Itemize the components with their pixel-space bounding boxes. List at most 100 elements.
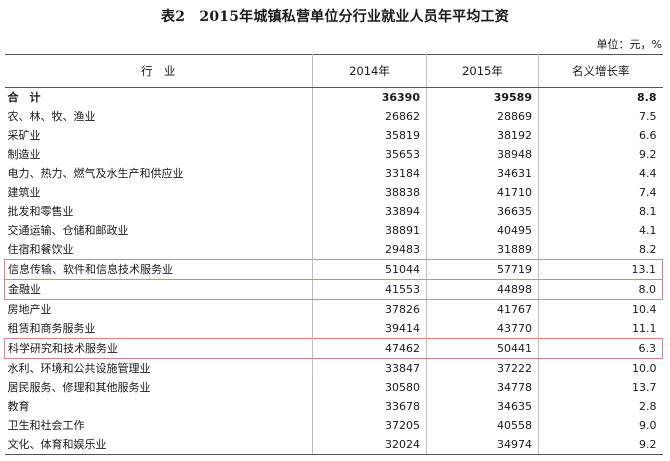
header-industry: 行 业	[4, 54, 313, 88]
row-industry: 科学研究和技术服务业	[4, 338, 313, 359]
row-2014: 33184	[312, 164, 427, 183]
row-growth: 8.0	[538, 279, 663, 300]
row-2014: 26862	[312, 107, 427, 126]
row-2015: 57719	[426, 259, 539, 280]
row-growth: 4.1	[639, 224, 657, 237]
row-2015: 34631	[426, 164, 539, 183]
row-2014: 39414	[312, 319, 427, 339]
row-industry: 教育	[4, 397, 313, 416]
row-growth: 8.2	[639, 243, 657, 256]
row-growth: 10.0	[632, 362, 657, 375]
table-row-highlighted: 金融业 41553 44898 8.0	[4, 279, 663, 300]
header-2015: 2015年	[426, 54, 539, 88]
row-industry: 文化、体育和娱乐业	[4, 435, 313, 455]
row-2014: 32024	[312, 435, 427, 455]
table-row: 农、林、牧、渔业 26862 28869 7.5	[4, 107, 663, 126]
row-growth: 13.1	[538, 259, 663, 280]
row-2015: 43770	[426, 319, 539, 339]
header-2014: 2014年	[312, 54, 427, 88]
table-row: 交通运输、仓储和邮政业 38891 40495 4.1	[4, 221, 663, 240]
table-row: 居民服务、修理和其他服务业 30580 34778 13.7	[4, 378, 663, 397]
row-2014: 41553	[312, 279, 427, 300]
row-2015: 41710	[426, 183, 539, 202]
row-growth: 11.1	[632, 322, 657, 335]
table-row: 教育 33678 34635 2.8	[4, 397, 663, 416]
row-2014: 35819	[312, 126, 427, 145]
row-industry: 信息传输、软件和信息技术服务业	[4, 259, 313, 280]
row-growth: 7.5	[639, 110, 657, 123]
row-growth: 13.7	[632, 381, 657, 394]
table-row: 水利、环境和公共设施管理业 33847 37222 10.0	[4, 358, 663, 378]
table-title: 表2 2015年城镇私营单位分行业就业人员年平均工资	[161, 9, 509, 25]
row-industry: 交通运输、仓储和邮政业	[4, 221, 313, 240]
row-industry: 制造业	[4, 145, 313, 164]
row-growth: 9.2	[639, 148, 657, 161]
row-industry: 采矿业	[4, 126, 313, 145]
row-growth: 9.0	[639, 419, 657, 432]
table-row: 文化、体育和娱乐业 32024 34974 9.2	[4, 435, 663, 455]
row-growth: 8.8	[637, 91, 657, 104]
row-2014: 38838	[312, 183, 427, 202]
row-2015: 50441	[426, 338, 539, 359]
row-2015: 34635	[426, 397, 539, 416]
row-growth: 9.2	[538, 435, 663, 455]
table-row: 租赁和商务服务业 39414 43770 11.1	[4, 319, 663, 339]
row-2015: 41767	[426, 299, 539, 319]
row-industry: 电力、热力、燃气及水生产和供应业	[4, 164, 313, 183]
row-2015: 37222	[426, 358, 539, 378]
row-2015: 39589	[426, 87, 539, 107]
row-growth: 10.4	[632, 303, 657, 316]
row-growth: 6.6	[639, 129, 657, 142]
table-row: 制造业 35653 38948 9.2	[4, 145, 663, 164]
header-row: 行 业 2014年 2015年 名义增长率	[4, 54, 663, 88]
row-2014: 30580	[312, 378, 427, 397]
row-industry: 水利、环境和公共设施管理业	[4, 358, 313, 378]
wage-table: 行 业 2014年 2015年 名义增长率 合 计 36390 39589 8.…	[4, 54, 663, 455]
row-2015: 28869	[426, 107, 539, 126]
table-row: 卫生和社会工作 37205 40558 9.0	[4, 416, 663, 435]
table-row-highlighted: 科学研究和技术服务业 47462 50441 6.3	[4, 338, 663, 359]
row-2015: 40495	[426, 221, 539, 240]
table-row: 采矿业 35819 38192 6.6	[4, 126, 663, 145]
row-growth: 2.8	[639, 400, 657, 413]
unit-note: 单位：元，%	[596, 38, 662, 51]
row-industry: 农、林、牧、渔业	[4, 107, 313, 126]
row-industry: 居民服务、修理和其他服务业	[4, 378, 313, 397]
table-row: 合 计 36390 39589 8.8	[4, 87, 663, 107]
row-2015: 34778	[426, 378, 539, 397]
row-2014: 33678	[312, 397, 427, 416]
table-row: 批发和零售业 33894 36635 8.1	[4, 202, 663, 221]
row-growth: 7.4	[639, 186, 657, 199]
table-row: 住宿和餐饮业 29483 31889 8.2	[4, 240, 663, 260]
row-2015: 36635	[426, 202, 539, 221]
row-industry: 卫生和社会工作	[4, 416, 313, 435]
row-industry: 批发和零售业	[4, 202, 313, 221]
row-2014: 37826	[312, 299, 427, 319]
row-2015: 34974	[426, 435, 539, 455]
table-row-highlighted: 信息传输、软件和信息技术服务业 51044 57719 13.1	[4, 259, 663, 280]
row-2015: 38192	[426, 126, 539, 145]
row-industry: 房地产业	[4, 299, 313, 319]
row-2015: 40558	[426, 416, 539, 435]
row-industry: 租赁和商务服务业	[4, 319, 313, 339]
row-2014: 37205	[312, 416, 427, 435]
table-row: 建筑业 38838 41710 7.4	[4, 183, 663, 202]
row-industry: 建筑业	[4, 183, 313, 202]
row-2014: 51044	[312, 259, 427, 280]
row-growth: 6.3	[538, 338, 663, 359]
table-row: 电力、热力、燃气及水生产和供应业 33184 34631 4.4	[4, 164, 663, 183]
row-2014: 38891	[312, 221, 427, 240]
row-industry: 合 计	[4, 87, 313, 107]
row-2014: 35653	[312, 145, 427, 164]
row-growth: 8.1	[639, 205, 657, 218]
header-growth: 名义增长率	[538, 54, 663, 88]
row-industry: 住宿和餐饮业	[4, 240, 313, 260]
row-industry: 金融业	[4, 279, 313, 300]
row-2015: 38948	[426, 145, 539, 164]
row-2014: 47462	[312, 338, 427, 359]
row-2014: 36390	[312, 87, 427, 107]
row-2014: 33847	[312, 358, 427, 378]
row-2015: 31889	[426, 240, 539, 260]
row-growth: 4.4	[639, 167, 657, 180]
row-2014: 33894	[312, 202, 427, 221]
